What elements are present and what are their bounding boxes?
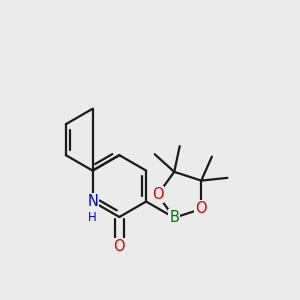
Text: O: O [113, 239, 125, 254]
Text: H: H [88, 211, 97, 224]
Text: B: B [169, 210, 179, 225]
Text: O: O [152, 187, 164, 202]
Text: O: O [195, 202, 207, 217]
Text: N: N [87, 194, 98, 209]
